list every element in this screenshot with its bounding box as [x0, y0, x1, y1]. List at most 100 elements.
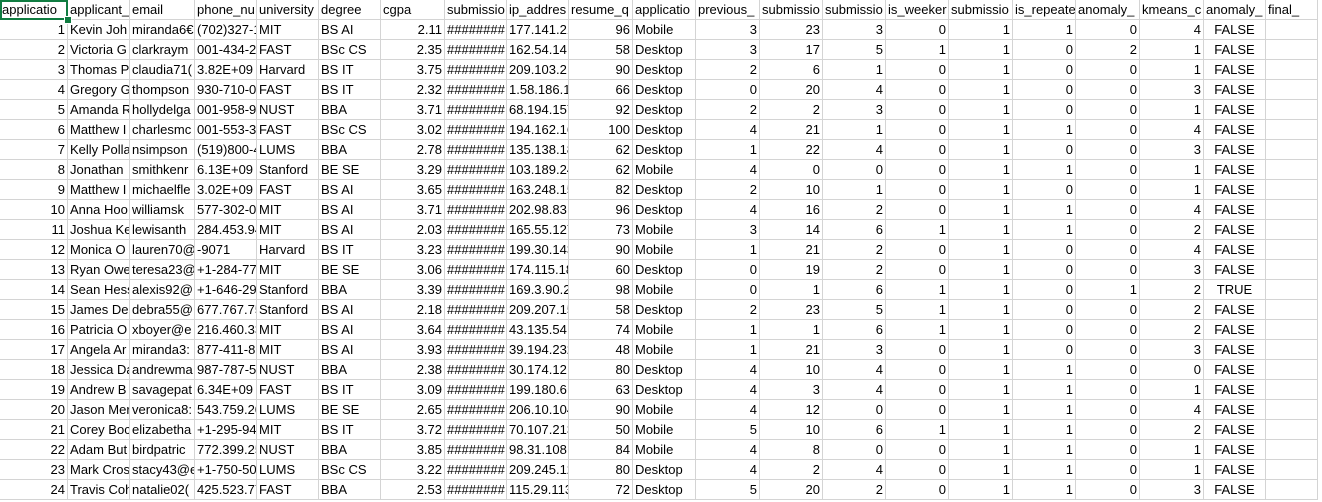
table-cell[interactable]: 0 [823, 160, 886, 180]
table-cell[interactable]: 0 [1013, 80, 1076, 100]
table-cell[interactable]: 2.38 [381, 360, 445, 380]
table-cell[interactable]: 16 [0, 320, 68, 340]
table-cell[interactable]: Mobile [633, 280, 696, 300]
table-cell[interactable]: 1 [1013, 160, 1076, 180]
table-cell[interactable]: FALSE [1204, 180, 1266, 200]
table-cell[interactable]: 92 [569, 100, 633, 120]
table-cell[interactable]: Jessica Da [68, 360, 130, 380]
table-cell[interactable]: BE SE [319, 160, 381, 180]
table-cell[interactable]: 80 [569, 360, 633, 380]
table-cell[interactable]: 4 [1140, 400, 1204, 420]
table-cell[interactable]: 74 [569, 320, 633, 340]
table-cell[interactable]: MIT [257, 260, 319, 280]
table-cell[interactable]: LUMS [257, 400, 319, 420]
table-cell[interactable]: Desktop [633, 140, 696, 160]
table-cell[interactable]: ######## [445, 80, 507, 100]
table-cell[interactable]: 2 [1140, 220, 1204, 240]
table-cell[interactable]: 4 [1140, 20, 1204, 40]
table-cell[interactable] [1266, 300, 1318, 320]
table-cell[interactable]: FALSE [1204, 380, 1266, 400]
table-cell[interactable]: 1 [1013, 400, 1076, 420]
table-cell[interactable]: clarkraym [130, 40, 195, 60]
table-cell[interactable]: Desktop [633, 80, 696, 100]
table-cell[interactable]: ######## [445, 320, 507, 340]
table-cell[interactable]: 72 [569, 480, 633, 500]
table-cell[interactable]: 4 [823, 460, 886, 480]
table-cell[interactable]: 0 [1076, 200, 1140, 220]
table-cell[interactable]: 1 [949, 480, 1013, 500]
table-cell[interactable]: 0 [1076, 480, 1140, 500]
table-cell[interactable]: 3 [823, 340, 886, 360]
table-cell[interactable]: 1 [949, 60, 1013, 80]
table-cell[interactable]: elizabetha [130, 420, 195, 440]
table-cell[interactable]: 0 [886, 400, 949, 420]
column-header[interactable]: email [130, 0, 195, 20]
table-cell[interactable]: 84 [569, 440, 633, 460]
table-cell[interactable]: 3.72 [381, 420, 445, 440]
table-cell[interactable]: ######## [445, 380, 507, 400]
table-cell[interactable]: 3 [1140, 480, 1204, 500]
table-cell[interactable]: smithkenr [130, 160, 195, 180]
table-cell[interactable]: 001-958-9: [195, 100, 257, 120]
table-cell[interactable]: 22 [760, 140, 823, 160]
table-cell[interactable]: savagepat [130, 380, 195, 400]
table-cell[interactable]: 1 [1140, 180, 1204, 200]
table-cell[interactable]: 5 [823, 300, 886, 320]
table-cell[interactable]: BS AI [319, 20, 381, 40]
table-cell[interactable]: 2 [823, 200, 886, 220]
table-cell[interactable]: 0 [886, 480, 949, 500]
table-cell[interactable]: +1-295-94( [195, 420, 257, 440]
table-cell[interactable]: 58 [569, 40, 633, 60]
table-cell[interactable]: Desktop [633, 480, 696, 500]
column-header[interactable]: is_repeate [1013, 0, 1076, 20]
table-cell[interactable]: 14 [0, 280, 68, 300]
table-cell[interactable]: 3.39 [381, 280, 445, 300]
column-header[interactable]: anomaly_ [1204, 0, 1266, 20]
table-cell[interactable]: 1 [1013, 460, 1076, 480]
table-cell[interactable]: 5 [0, 100, 68, 120]
table-cell[interactable]: 216.460.33 [195, 320, 257, 340]
table-cell[interactable]: 3.65 [381, 180, 445, 200]
table-cell[interactable]: natalie02( [130, 480, 195, 500]
table-cell[interactable]: BS IT [319, 380, 381, 400]
table-cell[interactable]: 19 [0, 380, 68, 400]
table-cell[interactable]: BS IT [319, 60, 381, 80]
table-cell[interactable]: Desktop [633, 180, 696, 200]
table-cell[interactable]: 0 [886, 380, 949, 400]
table-cell[interactable]: ######## [445, 100, 507, 120]
table-cell[interactable]: 80 [569, 460, 633, 480]
table-cell[interactable]: 1 [949, 100, 1013, 120]
table-cell[interactable]: Angela Ar [68, 340, 130, 360]
table-cell[interactable]: 3.93 [381, 340, 445, 360]
table-cell[interactable]: charlesmc [130, 120, 195, 140]
table-cell[interactable]: 1 [1140, 460, 1204, 480]
table-cell[interactable]: 19 [760, 260, 823, 280]
table-cell[interactable]: 1 [949, 400, 1013, 420]
table-cell[interactable] [1266, 40, 1318, 60]
table-cell[interactable]: 677.767.75 [195, 300, 257, 320]
table-cell[interactable]: 3 [823, 100, 886, 120]
table-cell[interactable]: ######## [445, 40, 507, 60]
table-cell[interactable]: 1 [1140, 40, 1204, 60]
table-cell[interactable]: 43.135.54. [507, 320, 569, 340]
table-cell[interactable]: Mobile [633, 420, 696, 440]
table-cell[interactable]: 199.30.143 [507, 240, 569, 260]
table-cell[interactable]: Kelly Polla [68, 140, 130, 160]
table-cell[interactable]: 0 [1076, 60, 1140, 80]
table-cell[interactable]: MIT [257, 420, 319, 440]
table-cell[interactable]: 1 [949, 260, 1013, 280]
table-cell[interactable]: 9 [0, 180, 68, 200]
table-cell[interactable]: 1 [949, 360, 1013, 380]
table-cell[interactable]: 3.82E+09 [195, 60, 257, 80]
table-cell[interactable]: 3.71 [381, 100, 445, 120]
table-cell[interactable]: 2.03 [381, 220, 445, 240]
table-cell[interactable]: lauren70@ [130, 240, 195, 260]
table-cell[interactable]: 21 [760, 120, 823, 140]
table-cell[interactable]: BS IT [319, 80, 381, 100]
table-cell[interactable]: ######## [445, 200, 507, 220]
table-cell[interactable]: 1 [1140, 440, 1204, 460]
table-cell[interactable]: 2 [696, 300, 760, 320]
table-cell[interactable]: 1 [1140, 160, 1204, 180]
column-header[interactable]: is_weeker [886, 0, 949, 20]
table-cell[interactable]: 1 [886, 40, 949, 60]
